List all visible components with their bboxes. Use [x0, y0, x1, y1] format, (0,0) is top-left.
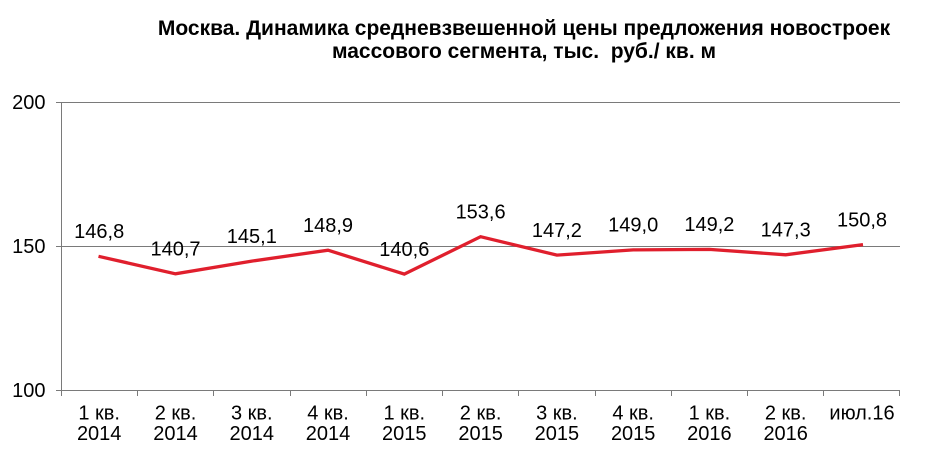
svg-text:147,3: 147,3 [761, 220, 811, 242]
svg-text:массового сегмента, тыс. руб.: массового сегмента, тыс. руб./ кв. м [332, 40, 716, 63]
svg-text:146,8: 146,8 [74, 221, 124, 243]
svg-text:3 кв.: 3 кв. [231, 403, 273, 425]
svg-text:1 кв.: 1 кв. [689, 403, 731, 425]
svg-text:2015: 2015 [611, 423, 656, 445]
svg-text:4 кв.: 4 кв. [307, 403, 349, 425]
svg-text:2015: 2015 [382, 423, 427, 445]
svg-text:2 кв.: 2 кв. [155, 403, 197, 425]
svg-text:3 кв.: 3 кв. [536, 403, 578, 425]
svg-text:2 кв.: 2 кв. [765, 403, 807, 425]
svg-text:1 кв.: 1 кв. [78, 403, 120, 425]
svg-text:149,0: 149,0 [608, 215, 658, 237]
svg-text:200: 200 [12, 92, 45, 114]
svg-text:2014: 2014 [230, 423, 275, 445]
svg-text:153,6: 153,6 [456, 201, 506, 223]
svg-text:150: 150 [12, 236, 45, 258]
svg-text:Москва. Динамика средневзвешен: Москва. Динамика средневзвешенной цены п… [158, 17, 891, 40]
svg-text:2014: 2014 [306, 423, 351, 445]
svg-text:149,2: 149,2 [684, 214, 734, 236]
svg-text:2014: 2014 [153, 423, 198, 445]
svg-text:2014: 2014 [77, 423, 122, 445]
svg-text:2 кв.: 2 кв. [460, 403, 502, 425]
svg-text:2015: 2015 [535, 423, 580, 445]
svg-text:140,6: 140,6 [379, 239, 429, 261]
svg-text:1 кв.: 1 кв. [383, 403, 425, 425]
svg-text:147,2: 147,2 [532, 220, 582, 242]
svg-text:июл.16: июл.16 [829, 403, 894, 425]
svg-text:150,8: 150,8 [837, 209, 887, 231]
svg-text:2015: 2015 [458, 423, 503, 445]
svg-text:2016: 2016 [687, 423, 732, 445]
svg-text:140,7: 140,7 [150, 239, 200, 261]
svg-text:145,1: 145,1 [227, 226, 277, 248]
svg-text:2016: 2016 [763, 423, 808, 445]
svg-text:148,9: 148,9 [303, 215, 353, 237]
svg-text:100: 100 [12, 380, 45, 402]
svg-text:4 кв.: 4 кв. [612, 403, 654, 425]
